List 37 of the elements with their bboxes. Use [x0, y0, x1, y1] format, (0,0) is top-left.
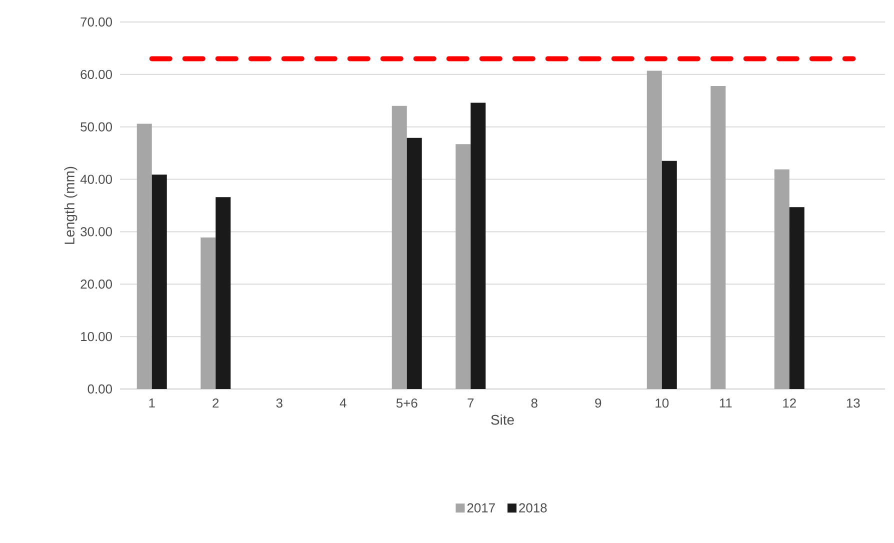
y-axis-title: Length (mm) — [64, 166, 78, 244]
x-tick-label: 7 — [468, 398, 474, 408]
y-tick-label: 20.00 — [80, 280, 112, 289]
x-tick-label: 9 — [595, 398, 602, 408]
x-tick-label: 13 — [846, 398, 860, 408]
x-tick-label: 10 — [656, 398, 669, 408]
y-tick-label: 60.00 — [80, 70, 112, 80]
bar — [406, 138, 422, 389]
bar — [152, 174, 167, 389]
bar — [200, 237, 216, 389]
bar — [136, 124, 152, 389]
bar — [392, 106, 407, 389]
bar — [774, 169, 790, 389]
y-tick-label: 70.00 — [80, 17, 112, 27]
bar — [646, 70, 662, 389]
x-tick-label: 5+6 — [396, 398, 418, 408]
x-tick-label: 3 — [276, 398, 282, 408]
x-axis-title: Site — [491, 414, 514, 425]
bar — [710, 86, 726, 389]
bar — [216, 197, 231, 389]
y-tick-label: 30.00 — [80, 227, 112, 236]
y-tick-label: 50.00 — [80, 122, 112, 132]
x-tick-label: 11 — [720, 398, 732, 408]
y-tick-label: 40.00 — [80, 174, 112, 184]
x-tick-label: 8 — [531, 398, 538, 408]
x-tick-label: 4 — [340, 398, 346, 408]
legend-label: 2018 — [519, 503, 547, 512]
x-tick-label: 2 — [212, 398, 219, 408]
bar — [789, 207, 804, 389]
bar — [456, 144, 471, 389]
legend-label: 2017 — [467, 503, 495, 512]
bar — [470, 102, 486, 389]
bar — [662, 160, 677, 389]
y-tick-label: 0.00 — [88, 384, 112, 394]
x-tick-label: 12 — [783, 398, 796, 408]
x-tick-label: 1 — [149, 398, 155, 408]
y-tick-label: 10.00 — [81, 332, 112, 342]
